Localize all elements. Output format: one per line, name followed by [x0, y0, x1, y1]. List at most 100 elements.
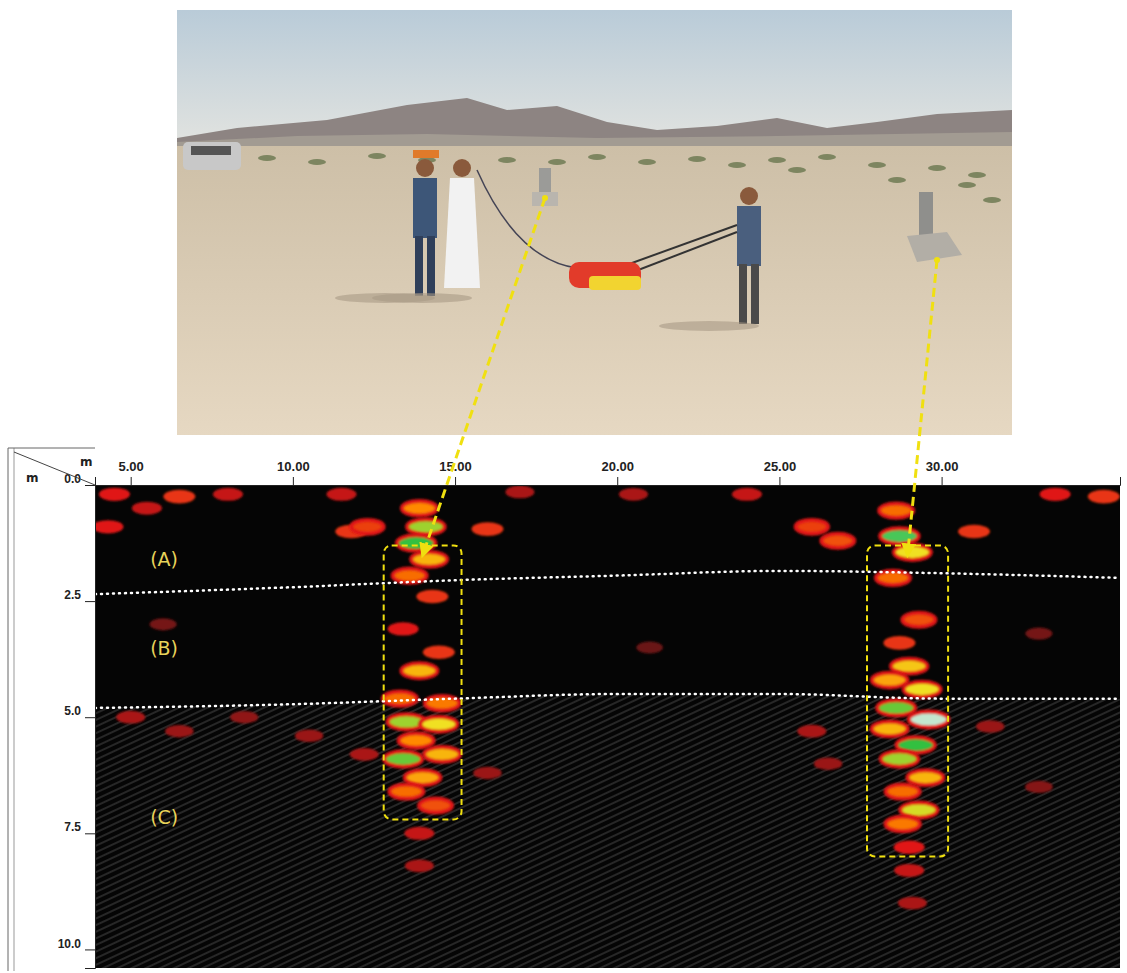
x-tick: 10.00: [277, 459, 310, 485]
reflector: [909, 712, 949, 728]
x-tick-label: 25.00: [764, 459, 797, 474]
shirt: [413, 178, 437, 238]
shrub: [638, 159, 656, 165]
anomaly-box: [384, 545, 462, 819]
y-tick-mark: [85, 949, 95, 950]
arrow-start: [934, 257, 940, 263]
reflector: [619, 488, 648, 501]
shadow: [372, 293, 472, 303]
reflector: [471, 522, 503, 536]
shrub: [368, 153, 386, 159]
y-axis: 0.02.55.07.510.0: [58, 472, 96, 968]
y-tick-label: 10.0: [58, 937, 82, 951]
shrub: [688, 156, 706, 162]
x-tick-mark: [455, 477, 456, 485]
person: [737, 187, 761, 324]
reflector: [505, 486, 534, 499]
person: [413, 159, 437, 296]
reflector: [404, 827, 434, 840]
y-tick-label: 2.5: [64, 588, 81, 602]
y-tick-label: 5.0: [64, 704, 81, 718]
x-tick-mark: [617, 477, 618, 485]
reflector: [405, 859, 434, 872]
arrow-start: [542, 195, 548, 201]
mountains: [177, 98, 1012, 150]
x-axis-title: m: [80, 455, 93, 469]
y-axis-line: [85, 486, 96, 969]
post-base: [532, 192, 558, 206]
y-tick-mark: [85, 601, 95, 602]
shrub: [788, 167, 806, 173]
reflector: [402, 501, 437, 516]
x-axis: 5.0010.0015.0020.0025.0030.00: [96, 459, 1121, 486]
layer-label: (B): [150, 637, 178, 659]
y-tick-mark: [85, 485, 95, 486]
reflector: [904, 682, 941, 697]
reflector: [821, 534, 854, 548]
shrub: [928, 165, 946, 171]
figure: 5.0010.0015.0020.0025.0030.000.02.55.07.…: [0, 0, 1127, 973]
reflector: [894, 545, 931, 560]
leg: [427, 236, 435, 296]
x-tick: 20.00: [601, 459, 634, 485]
reflector: [351, 520, 383, 534]
shrub: [728, 162, 746, 168]
car-window: [191, 146, 231, 155]
reflector: [883, 636, 915, 650]
reflector: [327, 488, 357, 501]
x-tick-mark: [942, 477, 943, 485]
shadow: [659, 321, 759, 331]
x-tick-label: 20.00: [601, 459, 634, 474]
leg: [415, 236, 423, 296]
reflector: [116, 711, 145, 724]
reflector: [880, 528, 919, 544]
corner-line: [8, 448, 95, 449]
reflector: [389, 784, 423, 798]
reflector: [732, 488, 762, 501]
reflector: [902, 613, 935, 627]
reflector: [420, 717, 457, 732]
reflector: [419, 799, 452, 813]
reflector: [877, 700, 915, 715]
shrub: [968, 172, 986, 178]
y-tick-label: 0.0: [64, 472, 81, 486]
reflector: [976, 720, 1004, 733]
reflector: [885, 817, 919, 831]
robe: [444, 178, 480, 288]
reflector: [399, 733, 434, 748]
x-tick-label: 10.00: [277, 459, 310, 474]
y-tick: 2.5: [64, 588, 95, 602]
x-tick-mark: [131, 477, 132, 485]
cap: [413, 150, 439, 158]
reflector: [886, 784, 920, 798]
reflector: [907, 770, 943, 785]
shrub: [588, 154, 606, 160]
shrub: [498, 157, 516, 163]
reflector: [383, 692, 417, 706]
reflector: [230, 711, 258, 723]
reflector: [407, 519, 445, 534]
reflector: [384, 751, 422, 766]
reflector: [894, 864, 924, 877]
shirt: [737, 206, 761, 266]
x-tick-mark: [293, 477, 294, 485]
x-tick: 30.00: [926, 459, 959, 485]
plot-area: [95, 486, 1120, 968]
arrow: [908, 260, 937, 555]
ruler-line: [8, 448, 9, 971]
reflector: [473, 767, 501, 780]
layer-boundary: [95, 571, 1120, 594]
post: [539, 168, 551, 192]
y-tick-mark: [85, 833, 95, 834]
reflector: [1088, 490, 1120, 504]
reflector: [295, 730, 323, 743]
reflector: [872, 673, 908, 688]
reflector: [350, 748, 379, 761]
y-tick: 5.0: [64, 704, 95, 718]
reflector: [163, 490, 195, 504]
arrow: [423, 198, 545, 555]
shrub: [818, 154, 836, 160]
texture: [95, 694, 1120, 968]
person: [444, 159, 480, 288]
leg: [751, 264, 759, 324]
